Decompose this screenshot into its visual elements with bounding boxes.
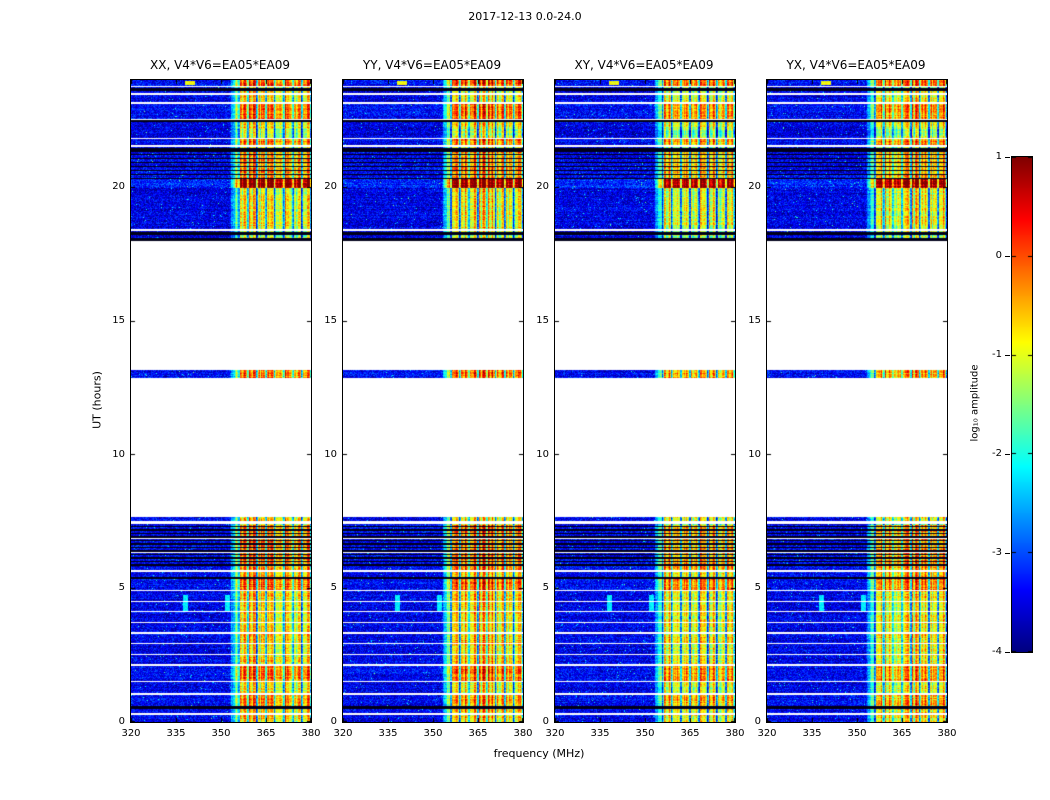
y-tick-label: 20	[536, 181, 549, 192]
colorbar-tick-mark	[1005, 454, 1010, 455]
x-tick-label: 335	[166, 728, 186, 739]
y-tick-label: 20	[748, 181, 761, 192]
spectrogram-canvas-yy	[342, 79, 524, 723]
x-tick-label: 320	[545, 728, 565, 739]
x-tick-label: 365	[256, 728, 276, 739]
y-tick-label: 10	[536, 448, 549, 460]
x-tick-label: 350	[847, 728, 867, 739]
figure-title: 2017-12-13 0.0-24.0	[468, 10, 582, 23]
colorbar-canvas	[1011, 156, 1033, 653]
x-tick-label: 365	[680, 728, 700, 739]
panel-yx: YX, V4*V6=EA05*EA09	[766, 58, 948, 723]
x-tick-label: 320	[757, 728, 777, 739]
colorbar-tick-mark	[1005, 553, 1010, 554]
panel-xy: XY, V4*V6=EA05*EA09	[554, 58, 736, 723]
y-tick-label: 15	[748, 314, 761, 326]
colorbar-tick-label: -4	[992, 646, 1002, 657]
y-tick-label: 5	[754, 582, 761, 594]
panel-xx: XX, V4*V6=EA05*EA09	[130, 58, 312, 723]
x-tick-label: 380	[513, 728, 533, 739]
colorbar-tick-label: 0	[995, 250, 1002, 261]
colorbar-tick-mark	[1005, 652, 1010, 653]
colorbar-tick-label: -2	[992, 448, 1002, 459]
y-tick-label: 0	[118, 716, 125, 727]
panel-yy: YY, V4*V6=EA05*EA09	[342, 58, 524, 723]
y-tick-label: 5	[542, 582, 549, 594]
spectrogram-canvas-xy	[554, 79, 736, 723]
y-tick-label: 0	[542, 716, 549, 727]
panel-title: YX, V4*V6=EA05*EA09	[786, 58, 926, 72]
y-tick-label: 10	[324, 448, 337, 460]
x-tick-label: 350	[635, 728, 655, 739]
x-tick-label: 380	[725, 728, 745, 739]
x-axis-label: frequency (MHz)	[493, 747, 585, 760]
panel-title: XX, V4*V6=EA05*EA09	[150, 58, 290, 72]
colorbar-tick-mark	[1005, 256, 1010, 257]
x-tick-label: 365	[468, 728, 488, 739]
y-tick-label: 15	[536, 314, 549, 326]
panel-title: YY, V4*V6=EA05*EA09	[362, 58, 502, 72]
y-tick-label: 20	[324, 181, 337, 192]
colorbar-tick-label: -3	[992, 547, 1002, 558]
x-tick-label: 380	[937, 728, 957, 739]
spectrogram-canvas-yx	[766, 79, 948, 723]
x-tick-label: 350	[423, 728, 443, 739]
x-tick-label: 320	[121, 728, 141, 739]
x-tick-label: 380	[301, 728, 321, 739]
panel-title: XY, V4*V6=EA05*EA09	[574, 58, 714, 72]
y-tick-label: 0	[330, 716, 337, 727]
x-tick-label: 335	[378, 728, 398, 739]
colorbar-tick-label: -1	[992, 349, 1002, 360]
spectrogram-canvas-xx	[130, 79, 312, 723]
colorbar-tick-mark	[1005, 157, 1010, 158]
y-tick-label: 5	[330, 582, 337, 594]
y-tick-label: 15	[324, 314, 337, 326]
y-tick-label: 0	[754, 716, 761, 727]
x-tick-label: 350	[211, 728, 231, 739]
x-tick-label: 335	[802, 728, 822, 739]
y-tick-label: 20	[112, 181, 125, 192]
x-tick-label: 320	[333, 728, 353, 739]
colorbar-label: log₁₀ amplitude	[969, 364, 981, 442]
colorbar-tick-mark	[1005, 355, 1010, 356]
colorbar-tick-label: 1	[995, 151, 1002, 162]
y-tick-label: 5	[118, 582, 125, 594]
y-tick-label: 15	[112, 314, 125, 326]
x-tick-label: 365	[892, 728, 912, 739]
y-tick-label: 10	[748, 448, 761, 460]
y-axis-label: UT (hours)	[90, 371, 104, 429]
x-tick-label: 335	[590, 728, 610, 739]
colorbar: log₁₀ amplitude	[970, 156, 1033, 653]
y-tick-label: 10	[112, 448, 125, 460]
